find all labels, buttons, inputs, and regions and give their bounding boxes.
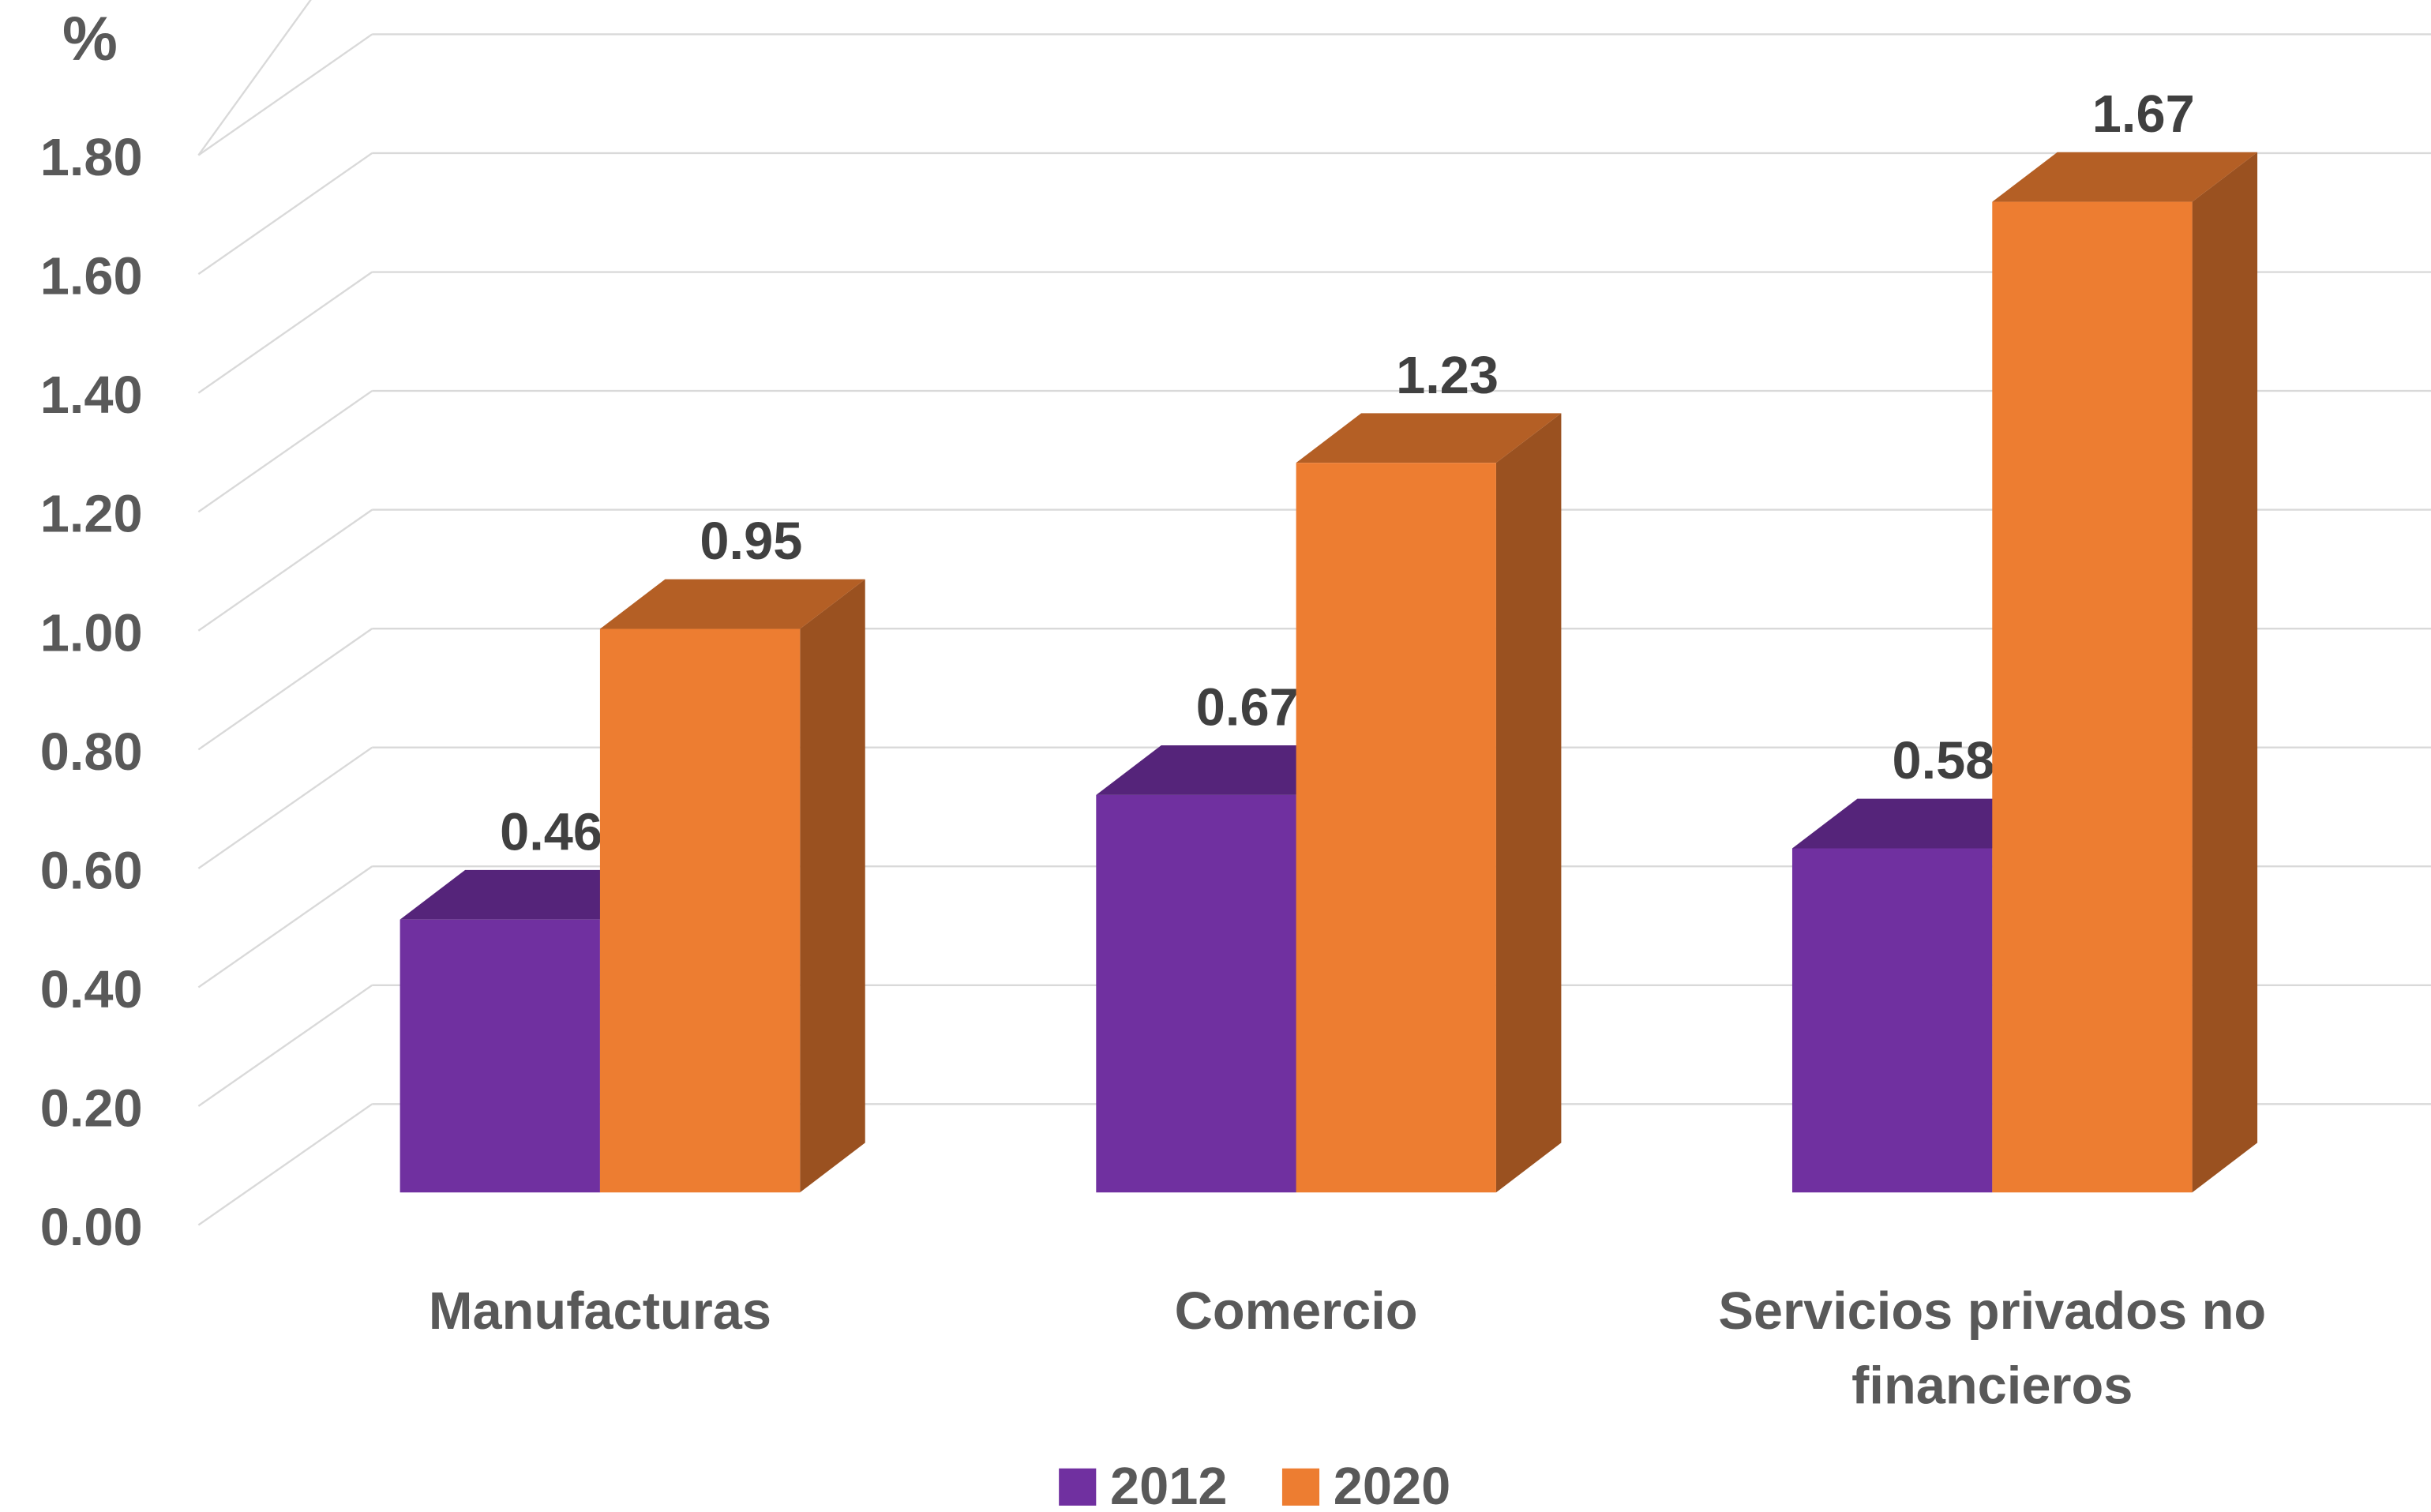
grid-line-side — [197, 746, 373, 869]
x-tick-label-box: Servicios privados no financieros — [1718, 1282, 2267, 1416]
y-tick-label: 1.60 — [40, 248, 143, 306]
bar-side — [800, 579, 865, 1193]
bar-front — [400, 919, 600, 1193]
grid-line-side — [197, 508, 373, 632]
legend-label: 2012 — [1110, 1458, 1228, 1512]
bar-front — [1296, 463, 1496, 1193]
y-tick-label: 0.80 — [40, 723, 143, 782]
y-tick-label: 0.40 — [40, 961, 143, 1019]
legend-swatch — [1281, 1468, 1320, 1506]
bar-front — [1992, 201, 2193, 1193]
x-tick-label: Comercio — [1174, 1282, 1418, 1341]
bar-top — [400, 869, 666, 920]
x-tick-label: Servicios privados no financieros — [1718, 1282, 2267, 1416]
value-label: 1.67 — [2092, 85, 2195, 144]
bar-side — [1495, 413, 1562, 1193]
value-label: 0.58 — [1892, 732, 1994, 790]
value-label: 0.46 — [500, 803, 602, 861]
bar — [1992, 152, 2258, 1193]
grid-line-side — [197, 628, 373, 751]
x-tick-label-box: Comercio — [1174, 1282, 1418, 1341]
x-tick-label-box: Manufacturas — [428, 1282, 771, 1341]
bar-front — [1791, 848, 1993, 1193]
bar-side — [2192, 152, 2258, 1193]
y-tick-label: 1.80 — [40, 129, 143, 187]
y-axis-label: % — [62, 4, 118, 73]
bar-top — [1096, 745, 1362, 795]
bar-top — [1992, 152, 2258, 202]
x-tick-label: Manufacturas — [428, 1282, 771, 1341]
bar-top — [1296, 413, 1562, 463]
value-label: 0.95 — [700, 512, 802, 571]
grid-line-side — [197, 865, 373, 989]
grid-line-side — [197, 0, 312, 156]
y-tick-label: 0.20 — [40, 1079, 143, 1138]
legend-swatch — [1059, 1468, 1097, 1506]
grid-line-side — [197, 390, 373, 513]
grid-line-side — [197, 271, 373, 394]
grid-line-side — [197, 984, 373, 1107]
y-tick-label: 0.60 — [40, 842, 143, 900]
bar — [1296, 413, 1562, 1193]
grid-line-side — [197, 1103, 373, 1226]
bar-top — [1791, 798, 2058, 849]
bar-top — [599, 579, 865, 629]
bar-front — [1096, 794, 1296, 1193]
y-tick-label: 1.00 — [40, 604, 143, 662]
bar — [599, 579, 865, 1193]
grid-line-side — [197, 152, 373, 276]
grid-line-side — [197, 33, 373, 156]
bar-front — [599, 628, 801, 1193]
value-label: 0.67 — [1196, 678, 1299, 737]
y-tick-label: 0.00 — [40, 1199, 143, 1257]
legend-label: 2020 — [1334, 1458, 1451, 1512]
y-tick-label: 1.40 — [40, 366, 143, 425]
y-tick-label: 1.20 — [40, 486, 143, 544]
value-label: 1.23 — [1396, 347, 1499, 405]
